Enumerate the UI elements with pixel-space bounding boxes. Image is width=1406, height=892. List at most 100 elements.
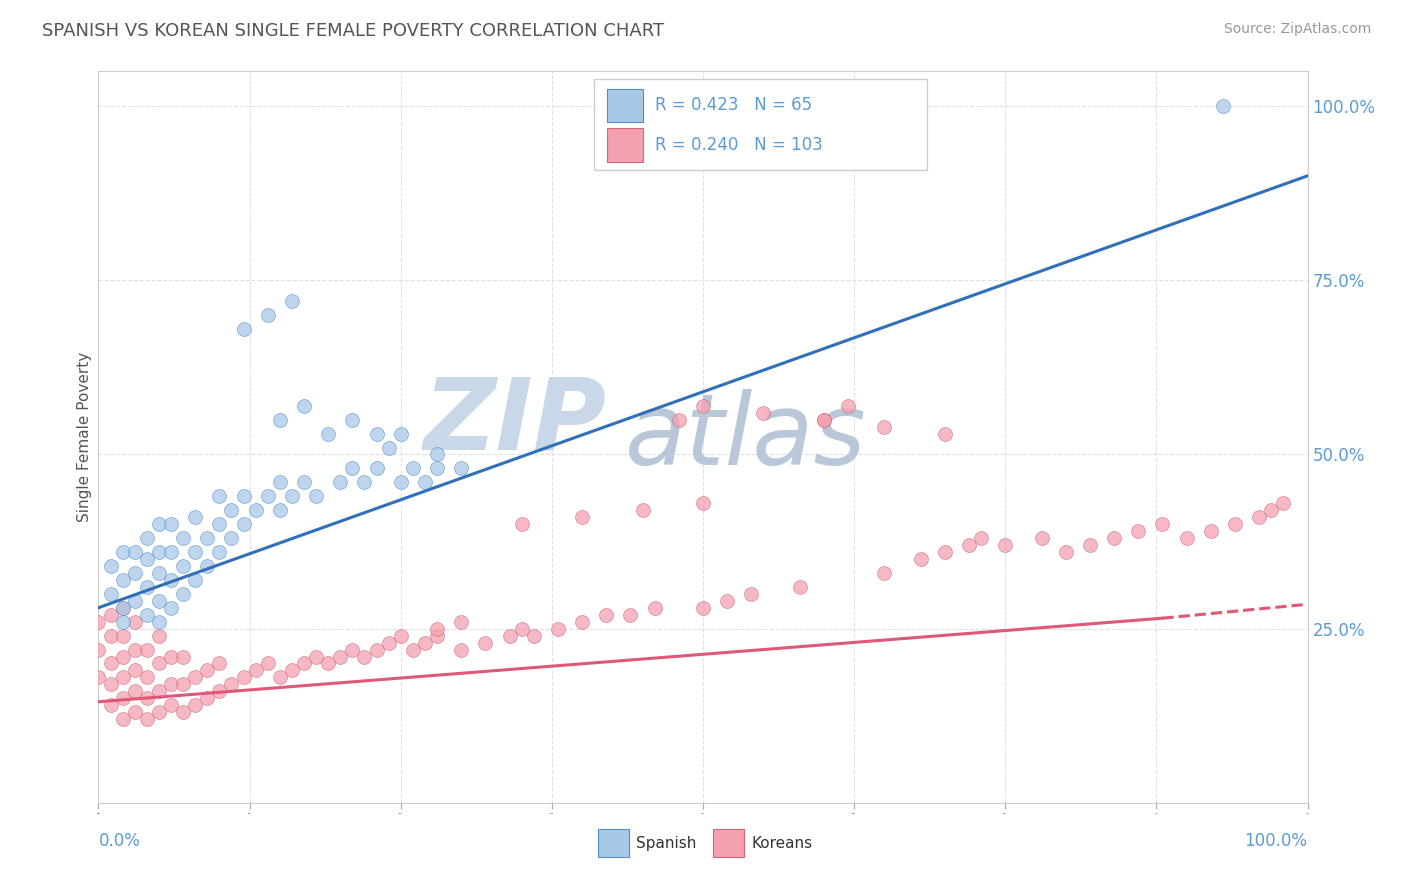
- Point: [111, 670, 134, 684]
- Point: [644, 600, 666, 615]
- Point: [208, 489, 231, 503]
- Point: [232, 670, 254, 684]
- Point: [184, 670, 207, 684]
- Point: [292, 475, 315, 490]
- Point: [184, 698, 207, 713]
- Point: [148, 629, 170, 643]
- Point: [1031, 531, 1053, 545]
- Point: [195, 558, 218, 573]
- Point: [148, 517, 170, 532]
- Point: [426, 461, 449, 475]
- Point: [111, 649, 134, 664]
- Point: [160, 698, 183, 713]
- Point: [195, 691, 218, 706]
- Point: [292, 657, 315, 671]
- Point: [232, 322, 254, 336]
- Point: [160, 545, 183, 559]
- Point: [389, 426, 412, 441]
- Text: ZIP: ZIP: [423, 374, 606, 471]
- Point: [184, 510, 207, 524]
- Point: [184, 573, 207, 587]
- Point: [342, 461, 364, 475]
- Point: [316, 657, 339, 671]
- Point: [148, 684, 170, 698]
- Point: [111, 600, 134, 615]
- Point: [813, 412, 835, 426]
- Point: [111, 600, 134, 615]
- Point: [208, 517, 231, 532]
- Point: [124, 664, 146, 678]
- Point: [510, 517, 533, 532]
- Point: [377, 635, 399, 649]
- Point: [1223, 517, 1246, 532]
- Point: [172, 649, 194, 664]
- FancyBboxPatch shape: [607, 128, 643, 162]
- Point: [342, 412, 364, 426]
- Point: [135, 691, 157, 706]
- Point: [160, 517, 183, 532]
- Point: [377, 441, 399, 455]
- Point: [1249, 510, 1271, 524]
- FancyBboxPatch shape: [595, 78, 927, 170]
- Point: [87, 642, 110, 657]
- Point: [353, 475, 375, 490]
- Point: [87, 615, 110, 629]
- Point: [111, 712, 134, 726]
- Point: [148, 566, 170, 580]
- Point: [498, 629, 520, 643]
- Point: [87, 670, 110, 684]
- Point: [160, 677, 183, 691]
- Point: [402, 461, 425, 475]
- Point: [389, 475, 412, 490]
- Point: [426, 622, 449, 636]
- Point: [619, 607, 641, 622]
- Text: 100.0%: 100.0%: [1244, 832, 1308, 850]
- Point: [269, 503, 291, 517]
- Text: SPANISH VS KOREAN SINGLE FEMALE POVERTY CORRELATION CHART: SPANISH VS KOREAN SINGLE FEMALE POVERTY …: [42, 22, 664, 40]
- Point: [100, 629, 122, 643]
- Point: [389, 629, 412, 643]
- Point: [172, 558, 194, 573]
- Point: [450, 461, 472, 475]
- Point: [316, 426, 339, 441]
- Point: [135, 531, 157, 545]
- Point: [135, 607, 157, 622]
- Point: [221, 677, 243, 691]
- Point: [595, 607, 617, 622]
- Point: [232, 489, 254, 503]
- Point: [631, 503, 654, 517]
- Point: [281, 664, 304, 678]
- Point: [100, 657, 122, 671]
- Point: [245, 503, 267, 517]
- Point: [269, 475, 291, 490]
- Point: [221, 503, 243, 517]
- Text: Koreans: Koreans: [751, 836, 813, 851]
- Point: [184, 545, 207, 559]
- Point: [1078, 538, 1101, 552]
- Point: [752, 406, 775, 420]
- Point: [172, 531, 194, 545]
- Point: [474, 635, 496, 649]
- Text: Source: ZipAtlas.com: Source: ZipAtlas.com: [1223, 22, 1371, 37]
- Point: [221, 531, 243, 545]
- Point: [208, 684, 231, 698]
- Point: [716, 594, 738, 608]
- Point: [510, 622, 533, 636]
- Point: [329, 475, 352, 490]
- Point: [1199, 524, 1222, 538]
- Point: [124, 545, 146, 559]
- FancyBboxPatch shape: [598, 829, 630, 857]
- Point: [1128, 524, 1150, 538]
- Point: [124, 642, 146, 657]
- Point: [668, 412, 690, 426]
- Text: R = 0.423   N = 65: R = 0.423 N = 65: [655, 96, 811, 114]
- Point: [789, 580, 811, 594]
- Point: [100, 677, 122, 691]
- Point: [740, 587, 762, 601]
- Point: [353, 649, 375, 664]
- Point: [366, 426, 388, 441]
- Point: [1260, 503, 1282, 517]
- Point: [305, 489, 328, 503]
- Point: [245, 664, 267, 678]
- Point: [135, 642, 157, 657]
